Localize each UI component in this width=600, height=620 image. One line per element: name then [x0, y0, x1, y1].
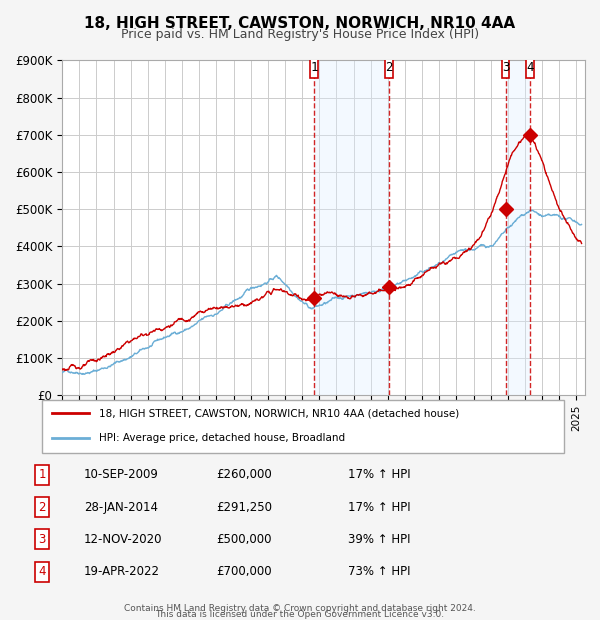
FancyBboxPatch shape — [385, 57, 393, 78]
FancyBboxPatch shape — [42, 400, 564, 453]
Text: 1: 1 — [38, 469, 46, 481]
Text: 2: 2 — [38, 501, 46, 513]
Text: 3: 3 — [502, 61, 509, 74]
Text: £260,000: £260,000 — [216, 469, 272, 481]
Text: HPI: Average price, detached house, Broadland: HPI: Average price, detached house, Broa… — [100, 433, 346, 443]
FancyBboxPatch shape — [502, 57, 509, 78]
Text: 2: 2 — [385, 61, 393, 74]
Text: 18, HIGH STREET, CAWSTON, NORWICH, NR10 4AA (detached house): 18, HIGH STREET, CAWSTON, NORWICH, NR10 … — [100, 408, 460, 418]
Text: 17% ↑ HPI: 17% ↑ HPI — [348, 469, 410, 481]
Text: 39% ↑ HPI: 39% ↑ HPI — [348, 533, 410, 546]
Text: 1: 1 — [310, 61, 318, 74]
Text: 12-NOV-2020: 12-NOV-2020 — [84, 533, 163, 546]
Text: £500,000: £500,000 — [216, 533, 271, 546]
Text: Price paid vs. HM Land Registry's House Price Index (HPI): Price paid vs. HM Land Registry's House … — [121, 28, 479, 41]
Text: 73% ↑ HPI: 73% ↑ HPI — [348, 565, 410, 578]
Text: 19-APR-2022: 19-APR-2022 — [84, 565, 160, 578]
Text: 4: 4 — [526, 61, 534, 74]
FancyBboxPatch shape — [310, 57, 318, 78]
Text: 10-SEP-2009: 10-SEP-2009 — [84, 469, 159, 481]
Text: This data is licensed under the Open Government Licence v3.0.: This data is licensed under the Open Gov… — [155, 609, 445, 619]
Text: £700,000: £700,000 — [216, 565, 272, 578]
Text: 18, HIGH STREET, CAWSTON, NORWICH, NR10 4AA: 18, HIGH STREET, CAWSTON, NORWICH, NR10 … — [85, 16, 515, 30]
FancyBboxPatch shape — [526, 57, 534, 78]
Text: 3: 3 — [38, 533, 46, 546]
Text: 28-JAN-2014: 28-JAN-2014 — [84, 501, 158, 513]
Text: Contains HM Land Registry data © Crown copyright and database right 2024.: Contains HM Land Registry data © Crown c… — [124, 603, 476, 613]
Text: 4: 4 — [38, 565, 46, 578]
Bar — [314, 60, 389, 395]
Bar — [506, 60, 530, 395]
Text: £291,250: £291,250 — [216, 501, 272, 513]
Text: 17% ↑ HPI: 17% ↑ HPI — [348, 501, 410, 513]
